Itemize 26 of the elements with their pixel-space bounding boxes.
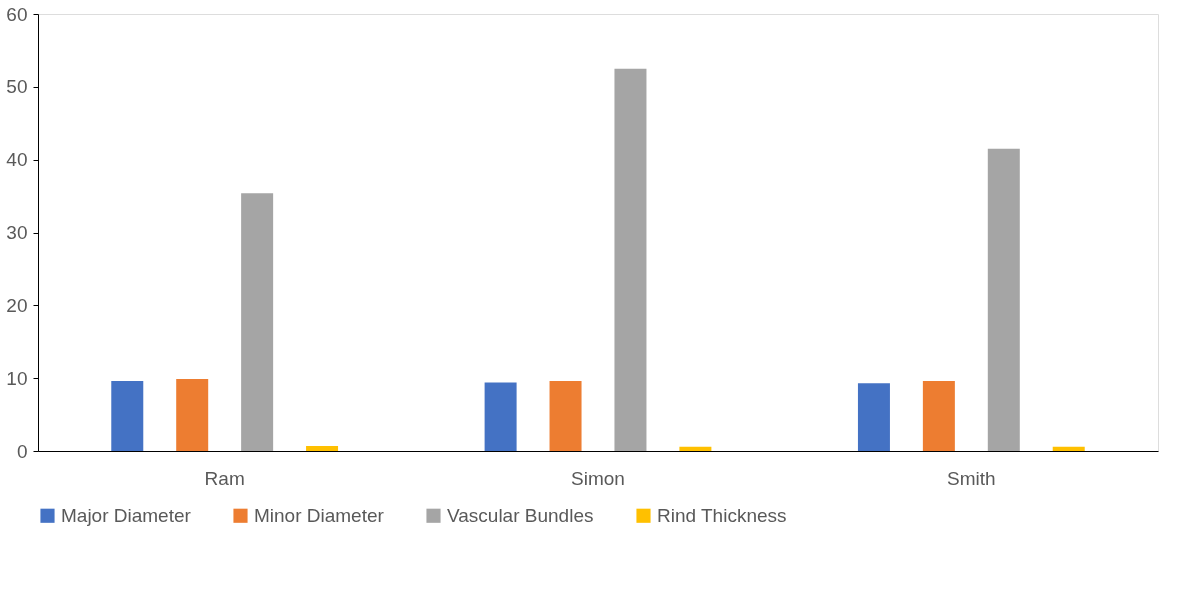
y-tick-label: 50 bbox=[6, 76, 28, 98]
bar bbox=[679, 446, 712, 451]
bar bbox=[306, 445, 339, 451]
bar bbox=[987, 148, 1020, 451]
y-tick-label: 20 bbox=[6, 294, 28, 316]
bar bbox=[1052, 446, 1085, 451]
bar bbox=[614, 68, 647, 451]
y-tick-label: 0 bbox=[16, 440, 28, 462]
bar bbox=[857, 383, 890, 451]
bar bbox=[176, 378, 209, 451]
bar bbox=[922, 381, 955, 451]
y-tick-label: 40 bbox=[6, 149, 28, 171]
y-tick-label: 10 bbox=[6, 367, 28, 389]
legend-label: Minor Diameter bbox=[254, 504, 385, 526]
x-tick-label: Ram bbox=[204, 467, 245, 489]
legend-label: Major Diameter bbox=[61, 504, 192, 526]
x-tick-label: Simon bbox=[571, 467, 625, 489]
bar bbox=[484, 382, 517, 451]
legend-label: Rind Thickness bbox=[657, 504, 787, 526]
legend-label: Vascular Bundles bbox=[447, 504, 594, 526]
y-tick-label: 30 bbox=[6, 222, 28, 243]
bar bbox=[111, 381, 144, 451]
bar bbox=[241, 193, 274, 451]
x-tick-label: Smith bbox=[947, 467, 996, 489]
bar bbox=[549, 381, 582, 451]
y-tick-label: 60 bbox=[6, 3, 28, 25]
